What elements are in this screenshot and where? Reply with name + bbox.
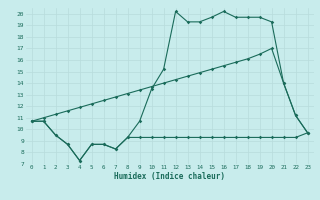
X-axis label: Humidex (Indice chaleur): Humidex (Indice chaleur) xyxy=(114,172,225,181)
